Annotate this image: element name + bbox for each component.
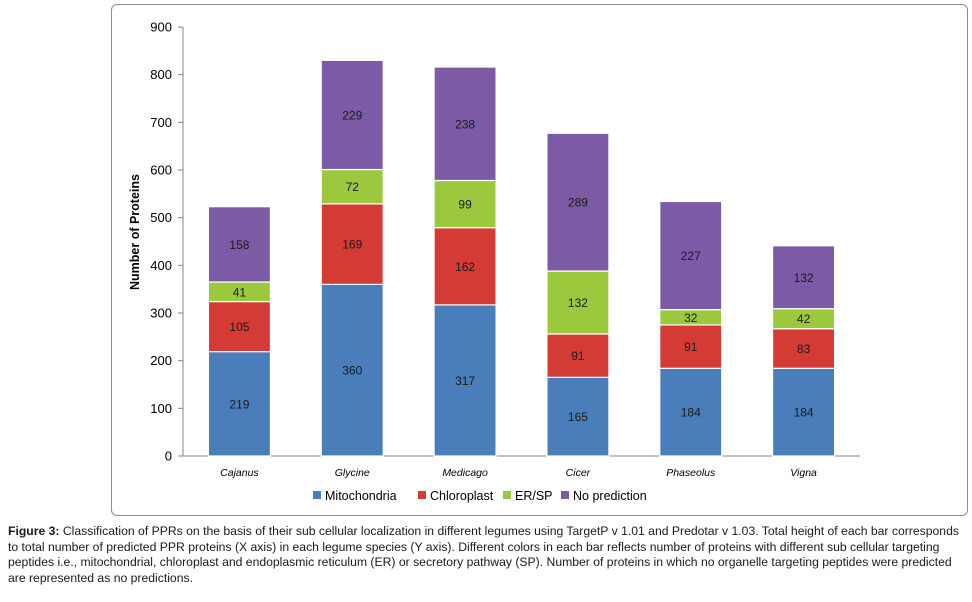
chart-legend: Mitochondria Chloroplast ER/SP No predictio… <box>313 489 647 503</box>
bar-value-label: 165 <box>568 410 588 424</box>
y-tick-label: 200 <box>150 353 172 368</box>
legend-label: Chloroplast <box>430 489 494 503</box>
bar-segment <box>320 203 384 286</box>
legend-swatch <box>418 491 426 499</box>
bar-segment <box>546 132 610 272</box>
bar-value-label: 132 <box>794 271 814 285</box>
bar-segment <box>433 304 497 457</box>
bar-value-label: 184 <box>794 406 814 420</box>
bar-segment <box>207 206 272 283</box>
bar-value-label: 169 <box>342 238 362 252</box>
x-tick-label: Medicago <box>442 467 488 479</box>
bar-value-label: 132 <box>568 296 588 310</box>
bar-value-label: 32 <box>684 311 698 325</box>
y-axis-label: Number of Proteins <box>128 174 142 290</box>
bar-value-label: 91 <box>571 349 585 363</box>
y-tick-label: 300 <box>150 306 172 321</box>
bar-segment <box>433 227 497 306</box>
y-tick-label: 600 <box>150 163 172 178</box>
bar-value-label: 227 <box>681 249 701 263</box>
x-tick-label: Vigna <box>790 467 817 479</box>
bar-value-label: 158 <box>229 238 249 252</box>
y-tick-label: 0 <box>165 449 172 464</box>
bar-value-label: 41 <box>233 285 247 299</box>
bar-value-label: 83 <box>797 342 811 356</box>
bar-value-label: 184 <box>681 406 701 420</box>
legend-swatch <box>561 491 569 499</box>
bar-segment <box>659 324 723 369</box>
bar-value-label: 72 <box>346 180 360 194</box>
bar-segment <box>320 283 384 457</box>
bar-segment <box>207 351 272 457</box>
bar-segment <box>659 200 723 311</box>
y-tick-label: 700 <box>150 115 172 130</box>
bar-value-label: 317 <box>455 374 475 388</box>
bar-value-label: 238 <box>455 117 475 131</box>
bar-value-label: 219 <box>229 397 249 411</box>
y-tick-label: 100 <box>150 401 172 416</box>
legend-label: Mitochondria <box>325 489 397 503</box>
x-tick-label: Cajanus <box>220 467 259 479</box>
bar-value-label: 229 <box>342 108 362 122</box>
stacked-bar-chart: 0 100 200 300 400 500 600 700 800 900 Cajanus Glyci… <box>128 20 860 503</box>
bar-value-label: 360 <box>342 364 362 378</box>
y-tick-label: 400 <box>150 258 172 273</box>
bar-value-label: 99 <box>458 198 472 212</box>
bar-segment <box>546 270 610 335</box>
bar-segment <box>771 245 836 310</box>
bar-value-label: 91 <box>684 340 698 354</box>
y-tick-label: 800 <box>150 67 172 82</box>
x-tick-label: Cicer <box>566 467 591 479</box>
caption-text: Classification of PPRs on the basis of t… <box>8 524 959 585</box>
bar-value-label: 42 <box>797 312 811 326</box>
y-tick-label: 900 <box>150 20 172 35</box>
bar-segment <box>433 66 497 182</box>
bar-value-label: 162 <box>455 260 475 274</box>
bar-segment <box>771 367 836 457</box>
legend-label: No prediction <box>573 489 647 503</box>
bar-segment <box>207 300 272 353</box>
x-tick-label: Phaseolus <box>666 467 716 479</box>
figure-caption: Figure 3: Classification of PPRs on the … <box>8 524 966 586</box>
legend-swatch <box>313 491 321 499</box>
legend-label: ER/SP <box>515 489 553 503</box>
legend-swatch <box>503 491 511 499</box>
bar-segment <box>320 59 384 171</box>
x-tick-label: Glycine <box>335 467 370 479</box>
chart-bars: 219 105 41 158 360 169 72 229 317 162 99 238 165 91 13… <box>207 59 836 457</box>
bar-value-label: 105 <box>229 320 249 334</box>
bar-value-label: 289 <box>568 196 588 210</box>
y-tick-label: 500 <box>150 210 172 225</box>
bar-segment <box>546 376 610 457</box>
chart-axes: 0 100 200 300 400 500 600 700 800 900 Cajanus Glyci… <box>150 20 860 479</box>
caption-label: Figure 3: <box>8 524 60 538</box>
